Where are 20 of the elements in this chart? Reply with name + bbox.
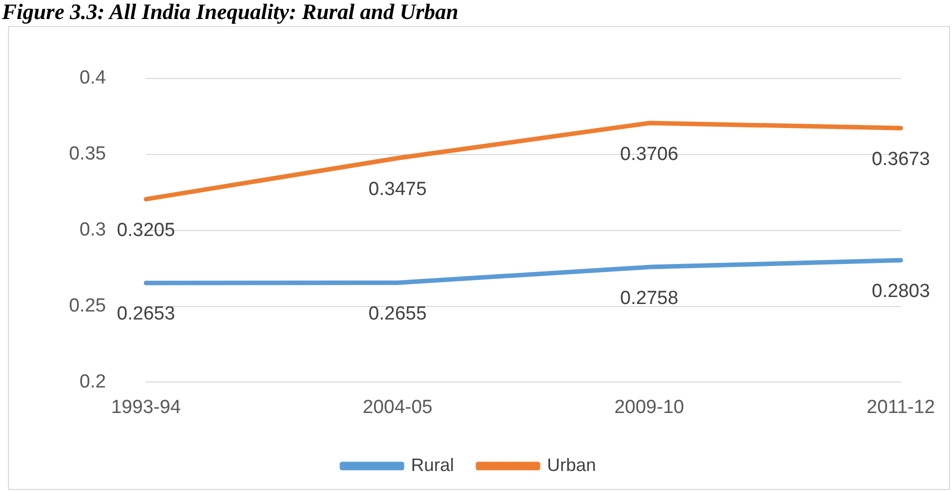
x-tick-label: 2004-05 <box>362 396 432 418</box>
data-label: 0.3205 <box>116 220 176 241</box>
legend-label: Rural <box>410 454 454 475</box>
y-tick-label: 0.4 <box>80 68 106 89</box>
chart-title: Figure 3.3: All India Inequality: Rural and Urban <box>1 0 460 24</box>
x-tick-label: 2011-12 <box>866 396 936 418</box>
data-label: 0.2758 <box>620 288 678 309</box>
data-label: 0.2655 <box>368 303 427 324</box>
data-label: 0.3673 <box>872 148 930 170</box>
y-tick-label: 0.3 <box>80 220 106 241</box>
x-tick-label: 1993-94 <box>111 396 182 418</box>
y-tick-label: 0.35 <box>68 144 106 165</box>
data-label: 0.2653 <box>116 304 176 325</box>
data-label: 0.3706 <box>620 144 678 165</box>
data-label: 0.3475 <box>368 178 427 200</box>
legend-label: Urban <box>546 454 596 475</box>
data-label: 0.2803 <box>872 280 930 302</box>
y-tick-label: 0.25 <box>68 295 106 316</box>
x-tick-label: 2009-10 <box>614 396 684 418</box>
y-tick-label: 0.2 <box>80 371 106 392</box>
